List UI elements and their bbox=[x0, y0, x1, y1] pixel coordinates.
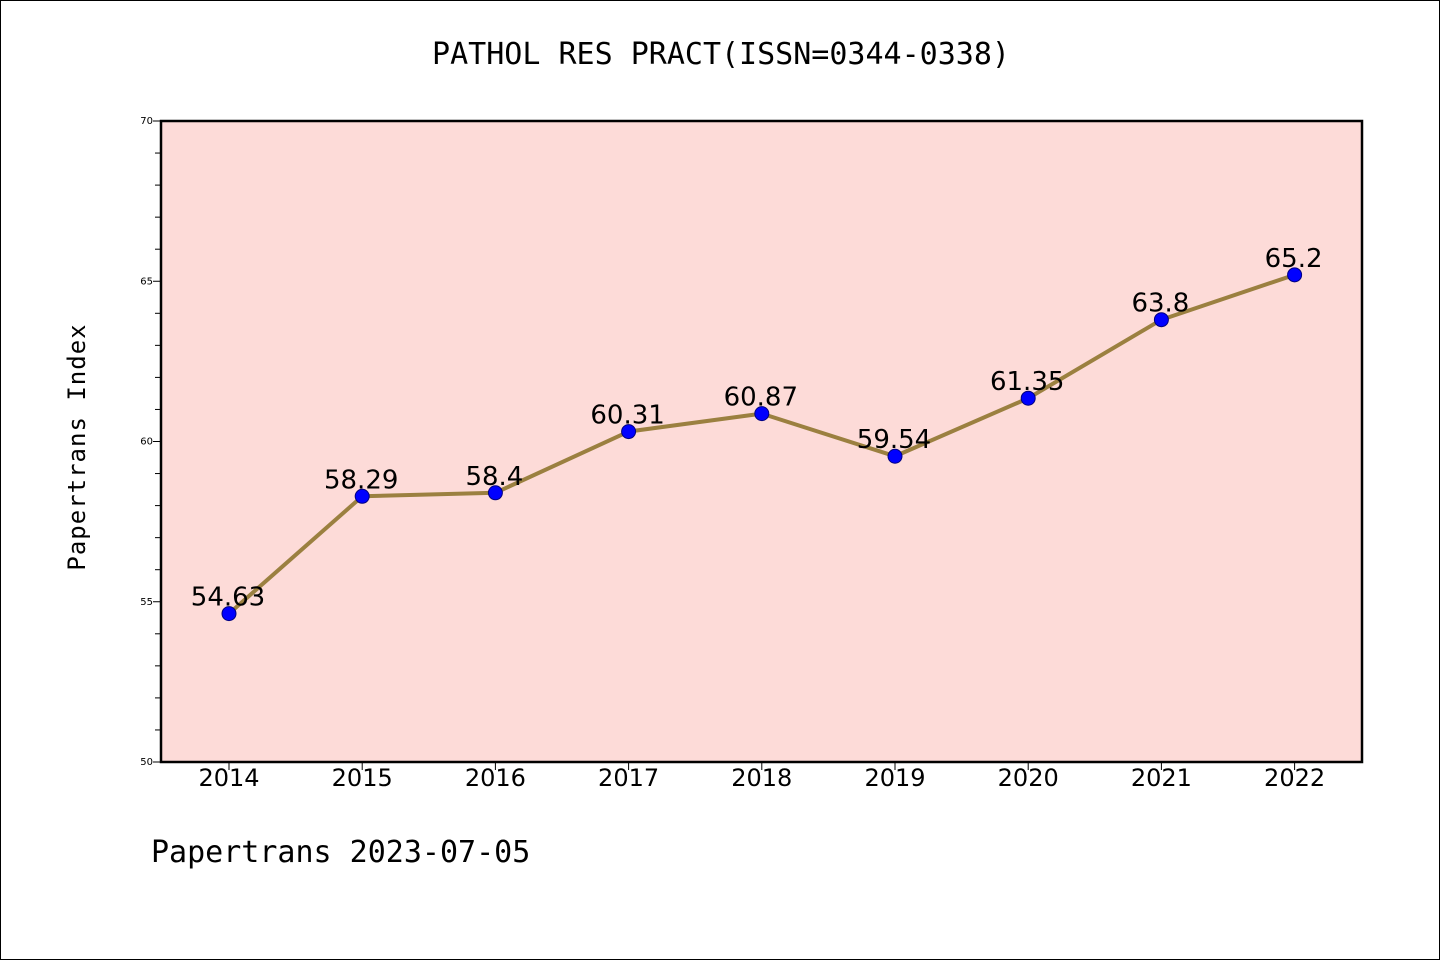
x-tick-label: 2021 bbox=[1131, 764, 1192, 792]
x-tick-label: 2016 bbox=[465, 764, 526, 792]
x-tick-label: 2014 bbox=[198, 764, 259, 792]
x-tick-label: 2022 bbox=[1264, 764, 1325, 792]
data-point bbox=[754, 406, 770, 422]
footer-date-stamp: Papertrans 2023-07-05 bbox=[151, 835, 531, 870]
data-point bbox=[621, 424, 637, 440]
x-tick-label: 2018 bbox=[731, 764, 792, 792]
data-label: 58.4 bbox=[465, 462, 523, 492]
data-point bbox=[221, 606, 237, 622]
x-tick-label: 2017 bbox=[598, 764, 659, 792]
data-label: 65.2 bbox=[1265, 244, 1323, 274]
data-label: 58.29 bbox=[324, 465, 398, 495]
data-label: 59.54 bbox=[857, 425, 931, 455]
data-label: 54.63 bbox=[191, 583, 265, 613]
x-tick-label: 2020 bbox=[998, 764, 1059, 792]
data-label: 60.87 bbox=[724, 383, 798, 413]
x-tick-label: 2019 bbox=[864, 764, 925, 792]
data-label: 63.8 bbox=[1131, 289, 1189, 319]
plot-area bbox=[159, 119, 1364, 764]
data-point bbox=[887, 448, 903, 464]
data-point bbox=[1287, 267, 1303, 283]
data-label: 60.31 bbox=[590, 401, 664, 431]
y-tick-label: 50 bbox=[140, 757, 153, 768]
data-point bbox=[487, 485, 503, 501]
data-point bbox=[1020, 390, 1036, 406]
x-tick-label: 2015 bbox=[332, 764, 393, 792]
y-tick-label: 70 bbox=[140, 116, 153, 127]
y-tick-label: 55 bbox=[140, 597, 153, 608]
y-tick-label: 65 bbox=[140, 276, 153, 287]
chart-title: PATHOL RES PRACT(ISSN=0344-0338) bbox=[432, 37, 1010, 72]
data-point bbox=[1153, 312, 1169, 328]
data-point bbox=[354, 488, 370, 504]
data-label: 61.35 bbox=[990, 367, 1064, 397]
y-tick-label: 60 bbox=[140, 437, 153, 448]
